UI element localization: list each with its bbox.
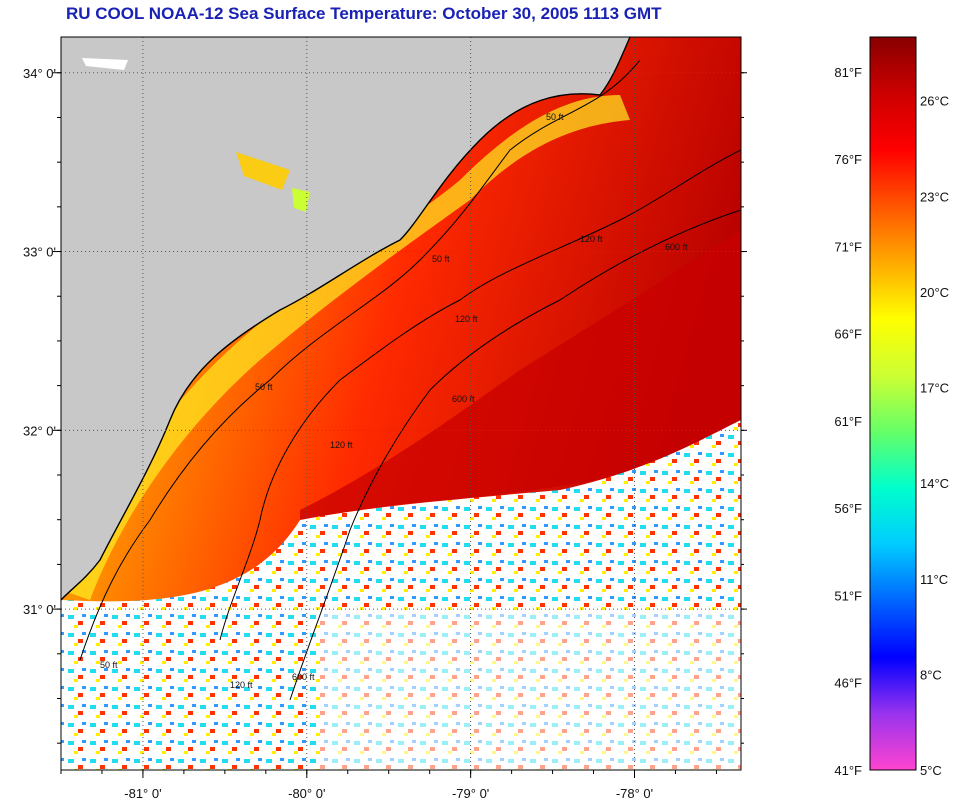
colorbar-label-celsius: 20°C <box>920 285 949 300</box>
colorbar-label-fahrenheit: 76°F <box>834 152 862 167</box>
colorbar-label-celsius: 23°C <box>920 189 949 204</box>
colorbar-labels: 81°F 76°F 71°F 66°F 61°F 56°F 51°F 46°F 41°F 26°C… <box>834 65 949 778</box>
contour-label: 50 ft <box>546 112 564 122</box>
map-area: 50 ft 50 ft 50 ft 50 ft 120 ft 120 ft 12… <box>61 37 741 770</box>
longitude-label: -80° 0' <box>288 786 325 801</box>
coastline <box>61 37 631 601</box>
latitude-label: 33° 0' <box>23 245 56 260</box>
colorbar-label-celsius: 26°C <box>920 94 949 109</box>
longitude-label: -78° 0' <box>616 786 653 801</box>
colorbar-label-celsius: 8°C <box>920 667 942 682</box>
land-mass <box>61 37 630 600</box>
contour-label: 120 ft <box>230 680 253 690</box>
contour-label: 50 ft <box>100 660 118 670</box>
gulf-stream-band <box>300 230 741 520</box>
contour-label: 50 ft <box>432 254 450 264</box>
graticule <box>61 37 741 770</box>
colorbar-label-celsius: 11°C <box>920 572 948 587</box>
latitude-label: 34° 0' <box>23 66 56 81</box>
longitude-label: -79° 0' <box>452 786 489 801</box>
cloud-clear <box>320 610 741 770</box>
depth-contour-600ft <box>289 209 741 701</box>
map-frame <box>60 36 742 771</box>
colorbar-label-celsius: 5°C <box>920 763 942 778</box>
colorbar-label-celsius: 17°C <box>920 381 949 396</box>
colorbar-label-fahrenheit: 46°F <box>834 676 862 691</box>
colorbar-label-fahrenheit: 56°F <box>834 501 862 516</box>
depth-contour-120ft <box>219 149 741 641</box>
depth-contour-50ft <box>79 59 641 661</box>
contour-label: 600 ft <box>665 242 688 252</box>
inland-lake <box>82 58 128 70</box>
inland-lake <box>236 152 290 190</box>
contour-label: 120 ft <box>580 234 603 244</box>
latitude-label: 31° 0' <box>23 602 56 617</box>
contour-label: 120 ft <box>330 440 353 450</box>
colorbar-label-fahrenheit: 51°F <box>834 588 862 603</box>
map-title: RU COOL NOAA-12 Sea Surface Temperature:… <box>66 4 662 23</box>
inland-lake <box>292 188 310 212</box>
colorbar-label-fahrenheit: 71°F <box>834 239 862 254</box>
axis-ticks <box>53 72 747 778</box>
colorbar-label-celsius: 14°C <box>920 476 949 491</box>
axis-labels: -81° 0' -80° 0' -79° 0' -78° 0' 34° 0' 33° 0'… <box>23 66 653 801</box>
contour-label: 600 ft <box>452 394 475 404</box>
colorbar <box>869 36 917 771</box>
colorbar-label-fahrenheit: 61°F <box>834 414 862 429</box>
contour-label: 600 ft <box>292 672 315 682</box>
colorbar-label-fahrenheit: 81°F <box>834 65 862 80</box>
contour-label: 50 ft <box>255 382 273 392</box>
colorbar-label-fahrenheit: 66°F <box>834 327 862 342</box>
colorbar-label-fahrenheit: 41°F <box>834 763 862 778</box>
latitude-label: 32° 0' <box>23 423 56 438</box>
longitude-label: -81° 0' <box>124 786 161 801</box>
contour-label: 120 ft <box>455 314 478 324</box>
